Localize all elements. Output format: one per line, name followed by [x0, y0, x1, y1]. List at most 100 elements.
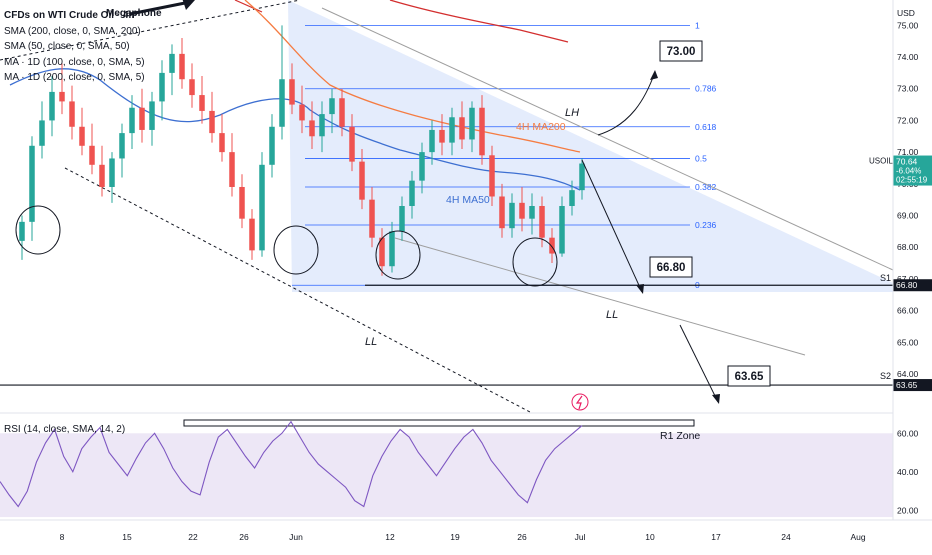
legend-line-4: MA · 1D (200, close, 0, SMA, 5): [4, 72, 145, 83]
price-tick-label: 75.00: [897, 20, 919, 30]
candle-body: [169, 53, 175, 73]
price-tag-bg: [893, 155, 932, 186]
arrow-head-73: [650, 70, 658, 80]
ll-label-right: LL: [606, 309, 618, 321]
rsi-tick-label: 60.00: [897, 428, 919, 438]
candle-body: [49, 91, 55, 121]
fib-level-label: 0.786: [695, 84, 717, 94]
fib-level-label: 0.236: [695, 220, 717, 230]
time-tick-label: 12: [385, 532, 395, 542]
candle-body: [339, 98, 345, 127]
megaphone-arrow: [129, 0, 191, 16]
fib-level-label: 1: [695, 20, 700, 30]
price-tag-countdown: 02:55:19: [896, 176, 928, 185]
s1-label: S1: [880, 273, 891, 283]
rsi-tick-label: 20.00: [897, 505, 919, 515]
candle-body: [79, 126, 85, 146]
target-73-box: [659, 40, 703, 62]
low-circle: [15, 205, 61, 255]
candle-body: [139, 107, 145, 130]
candle-body: [209, 110, 215, 134]
s1-tag-value: 66.80: [896, 280, 918, 290]
candle-body: [539, 206, 545, 238]
arrow-to-73: [597, 71, 656, 136]
daily-ma100-line: [234, 0, 263, 13]
time-tick-label: 24: [781, 532, 791, 542]
candle-body: [429, 129, 435, 153]
candle-body: [109, 158, 115, 187]
candle-body: [379, 237, 385, 267]
time-tick-label: Aug: [850, 532, 865, 542]
candle-body: [469, 107, 475, 140]
arrow-to-6680: [581, 159, 643, 293]
rsi-tick-label: 40.00: [897, 467, 919, 477]
price-tick-label: 68.00: [897, 242, 919, 252]
low-circle: [273, 225, 319, 275]
price-tick-label: 66.00: [897, 306, 919, 316]
candle-body: [239, 186, 245, 219]
ma50-label: 4H MA50: [446, 194, 490, 206]
time-tick-label: 8: [60, 532, 65, 542]
r1-zone-box: [183, 419, 695, 427]
legend-line-1: SMA (200, close, 0, SMA, 200): [4, 25, 141, 37]
fib-level-label: 0.5: [695, 153, 707, 163]
price-tick-label: 71.00: [897, 147, 919, 157]
price-tag-change: -6.04%: [896, 167, 921, 176]
candle-body: [299, 104, 305, 121]
price-axis-currency: USD: [897, 8, 915, 18]
lower-trendline: [394, 237, 806, 356]
candle-body: [489, 155, 495, 197]
candle-body: [229, 152, 235, 187]
candle-body: [189, 79, 195, 96]
megaphone-label: Megaphone: [106, 8, 162, 19]
ll-label-bottom: LL: [365, 336, 377, 348]
daily-ma200-line: [389, 0, 569, 43]
candle-body: [179, 53, 185, 80]
time-tick-label: Jul: [575, 532, 586, 542]
time-tick-label: 17: [711, 532, 721, 542]
s1-tag-bg: [893, 279, 932, 292]
time-tick-label: 19: [450, 532, 460, 542]
candle-body: [279, 79, 285, 127]
ma50-line: [9, 68, 581, 191]
price-tick-label: 65.00: [897, 337, 919, 347]
target-73-text: 73.00: [667, 46, 696, 58]
candle-body: [409, 180, 415, 206]
candle-body: [199, 95, 205, 111]
lh-label: LH: [565, 107, 579, 119]
candle-body: [89, 145, 95, 165]
candle-body: [579, 163, 585, 191]
candle-body: [69, 101, 75, 127]
price-tick-label: 72.00: [897, 115, 919, 125]
price-tick-label: 64.00: [897, 369, 919, 379]
candle-body: [249, 218, 255, 251]
legend-line-3: MA · 1D (100, close, 0, SMA, 5): [4, 56, 145, 68]
megaphone-arrow-head: [182, 0, 195, 10]
candle-body: [99, 164, 105, 187]
candle-body: [19, 221, 25, 241]
candle-body: [559, 206, 565, 254]
candle-body: [159, 72, 165, 102]
time-tick-label: 10: [645, 532, 655, 542]
candle-body: [499, 196, 505, 229]
fib-level-label: 0.618: [695, 122, 717, 132]
legend-title: CFDs on WTI Crude Oil · 4h: [4, 10, 135, 21]
legend-line-2: SMA (50, close, 0, SMA, 50): [4, 41, 130, 52]
candle-body: [59, 91, 65, 102]
candle-body: [439, 129, 445, 143]
candle-body: [319, 114, 325, 137]
time-tick-label: 26: [517, 532, 527, 542]
candle-body: [269, 126, 275, 165]
candle-body: [479, 107, 485, 156]
price-tick-label: 67.00: [897, 274, 919, 284]
candle-body: [29, 145, 35, 222]
candle-body: [359, 161, 365, 200]
candle-body: [519, 202, 525, 219]
s2-tag-bg: [893, 379, 932, 392]
r1-zone-label: R1 Zone: [660, 430, 700, 442]
s2-label: S2: [880, 371, 891, 381]
fib-level-label: 0.382: [695, 182, 717, 192]
candle-body: [509, 202, 515, 229]
